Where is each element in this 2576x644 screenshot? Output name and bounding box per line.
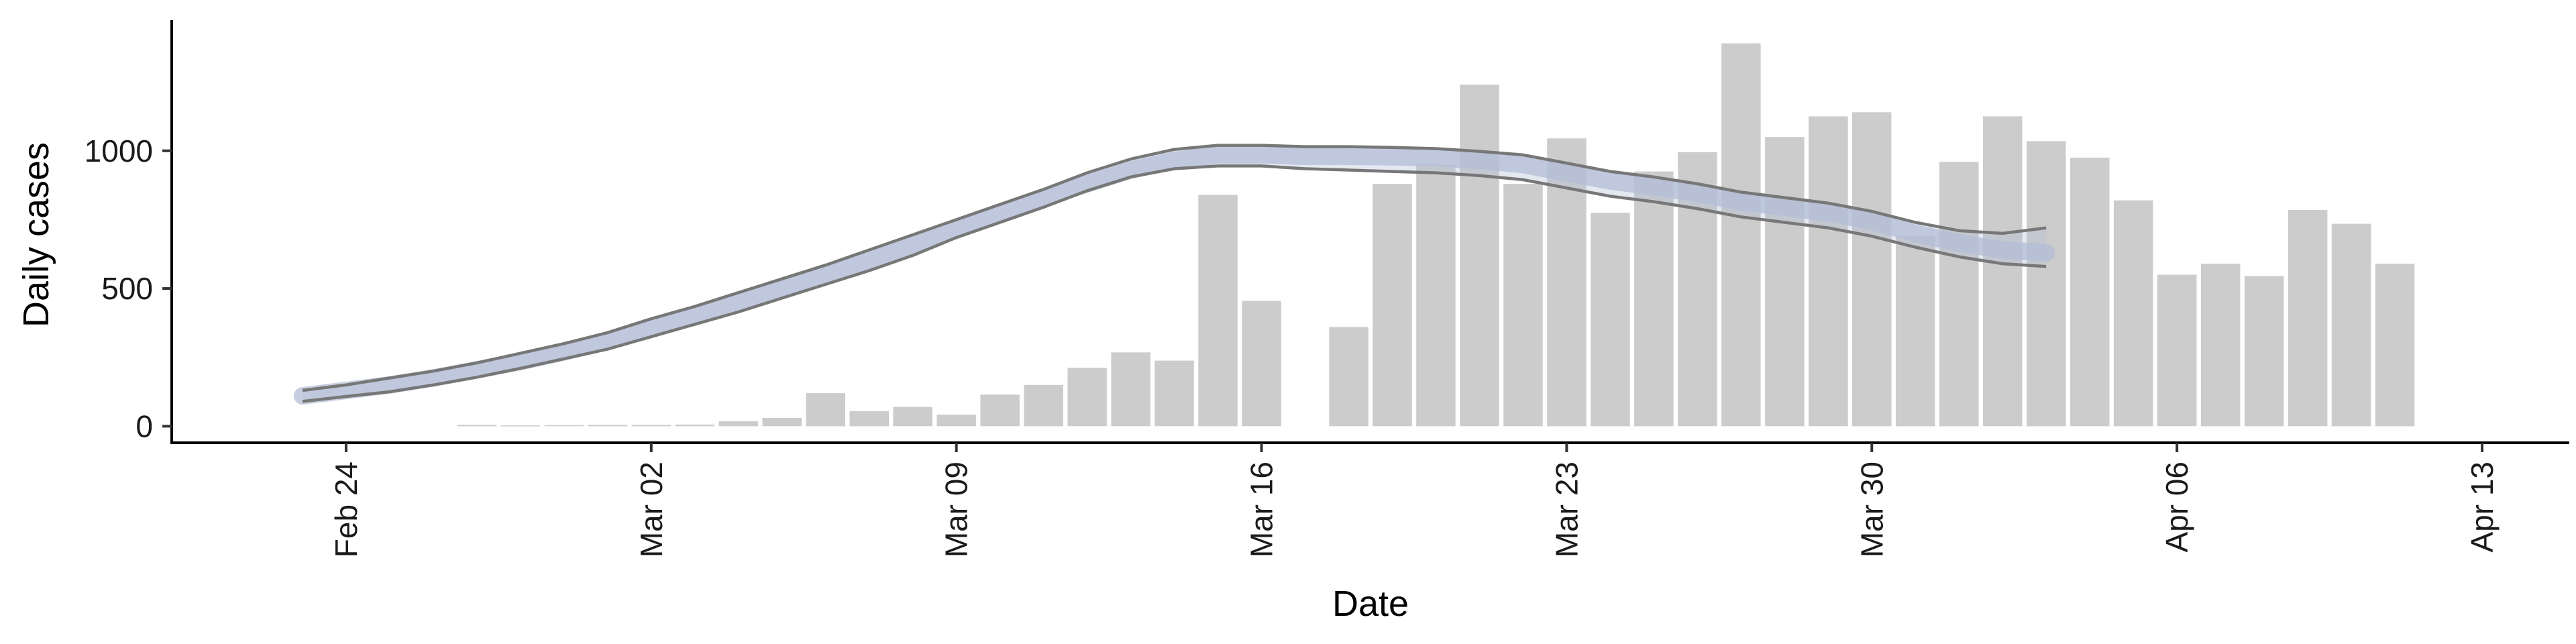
bar-2020-03-04: [718, 421, 758, 427]
y-axis-title: Daily cases: [16, 142, 56, 327]
bar-2020-04-07: [2200, 264, 2241, 427]
x-ticks: Feb 24 Mar 02 Mar 09 Mar 16 Mar 23 Mar 30 Apr …: [329, 443, 2500, 557]
bar-2020-03-28: [1765, 137, 1805, 427]
x-axis-title: Date: [1332, 584, 1409, 624]
bar-2020-04-11: [2375, 264, 2415, 427]
bar-series: [457, 43, 2415, 427]
bar-2020-03-15: [1198, 195, 1238, 427]
upper-bound-line: [302, 144, 2047, 392]
x-tick-label: Mar 09: [939, 462, 974, 557]
bar-2020-03-25: [1634, 171, 1674, 427]
bar-2020-04-08: [2244, 276, 2284, 427]
bar-2020-03-01: [588, 425, 628, 427]
bar-2020-03-19: [1373, 184, 1412, 427]
bar-2020-03-18: [1329, 327, 1368, 427]
bar-2020-04-04: [2070, 158, 2110, 427]
bar-2020-04-03: [2027, 141, 2066, 427]
x-tick-label: Mar 23: [1549, 462, 1584, 557]
bar-2020-03-03: [675, 424, 714, 427]
x-tick-label: Apr 06: [2159, 462, 2194, 553]
bar-2020-03-16: [1242, 301, 1281, 427]
lower-bound-line: [302, 164, 2047, 403]
bar-2020-03-05: [762, 418, 802, 427]
bar-2020-04-09: [2288, 210, 2328, 427]
bar-2020-02-27: [457, 425, 497, 427]
estimate-mid-line: [293, 146, 2055, 405]
bar-2020-03-13: [1111, 352, 1150, 427]
bar-2020-03-09: [936, 415, 976, 427]
bar-2020-03-31: [1896, 236, 1935, 427]
bar-2020-03-06: [806, 393, 845, 427]
bar-2020-04-01: [1939, 162, 1979, 427]
bar-2020-03-12: [1067, 368, 1107, 427]
bar-2020-03-02: [631, 425, 672, 427]
bar-2020-03-22: [1503, 184, 1543, 427]
y-ticks: 0 500 1000: [85, 133, 172, 443]
x-tick-label: Mar 16: [1244, 462, 1279, 557]
bar-2020-03-27: [1721, 43, 1761, 427]
bar-2020-04-06: [2157, 274, 2197, 427]
bar-2020-03-07: [849, 411, 889, 427]
bar-2020-03-24: [1591, 213, 1630, 427]
x-tick-label: Mar 30: [1854, 462, 1889, 557]
axes: [170, 20, 2569, 444]
y-tick-label: 500: [101, 271, 153, 306]
bar-2020-03-14: [1155, 360, 1194, 427]
bar-2020-03-29: [1809, 116, 1848, 427]
bar-2020-03-30: [1852, 112, 1892, 427]
x-tick-label: Apr 13: [2465, 462, 2500, 553]
bar-2020-04-05: [2113, 200, 2153, 427]
bar-2020-04-02: [1983, 116, 2023, 427]
bar-2020-03-21: [1460, 85, 1499, 427]
bar-2020-03-08: [893, 407, 932, 427]
y-tick-label: 0: [136, 409, 153, 443]
bar-2020-03-11: [1024, 384, 1063, 427]
x-tick-label: Feb 24: [329, 462, 364, 557]
estimate-band-series: [293, 144, 2055, 405]
y-tick-label: 1000: [85, 133, 153, 168]
bar-2020-02-28: [500, 425, 541, 427]
bar-2020-04-10: [2331, 223, 2371, 427]
x-tick-label: Mar 02: [634, 462, 669, 557]
bar-2020-03-20: [1416, 164, 1456, 427]
bar-2020-02-29: [544, 425, 584, 427]
bar-2020-03-10: [980, 394, 1020, 427]
